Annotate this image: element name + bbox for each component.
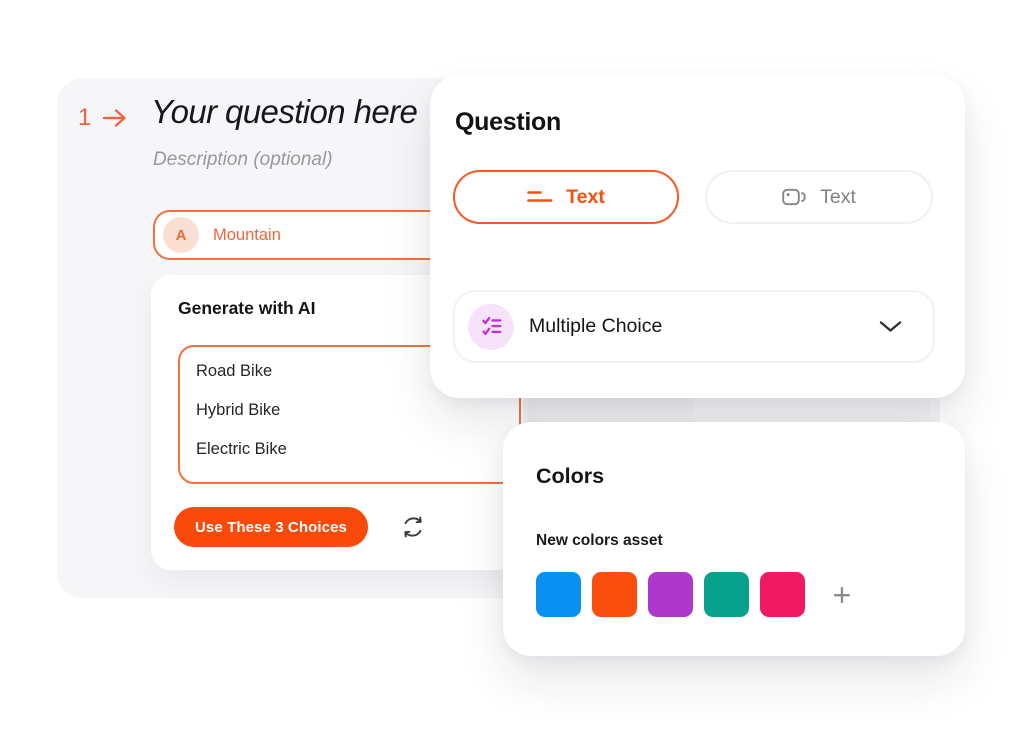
tab-video-answer[interactable]: Text <box>705 170 933 224</box>
ai-choice-item: Hybrid Bike <box>196 401 281 419</box>
colors-panel-title: Colors <box>536 464 605 488</box>
canvas-placeholder-block <box>693 396 930 423</box>
question-title-input[interactable]: Your question here <box>151 93 418 130</box>
regenerate-icon[interactable] <box>398 512 428 542</box>
question-settings-card: Question Text <box>430 75 965 398</box>
tab-label: Text <box>820 185 856 208</box>
question-number: 1 <box>78 104 92 131</box>
use-choices-button[interactable]: Use These 3 Choices <box>174 507 368 547</box>
ai-card-title: Generate with AI <box>178 298 316 318</box>
canvas-placeholder-block <box>528 396 693 423</box>
tab-label: Text <box>566 185 605 208</box>
tab-text-answer[interactable]: Text <box>453 170 679 224</box>
colors-asset-label: New colors asset <box>536 532 663 549</box>
arrow-right-icon <box>101 107 129 129</box>
ai-choice-item: Road Bike <box>196 362 273 380</box>
multiple-choice-badge <box>468 303 514 350</box>
color-swatch-purple[interactable] <box>648 572 693 617</box>
color-swatch-pink[interactable] <box>760 572 805 617</box>
color-swatch-teal[interactable] <box>704 572 749 617</box>
question-number-row: 1 <box>78 104 129 132</box>
colors-card: Colors New colors asset + <box>503 422 965 656</box>
question-panel-title: Question <box>455 108 561 136</box>
ai-choice-item: Electric Bike <box>196 440 287 458</box>
ai-choices-box: Road Bike Hybrid Bike Electric Bike <box>178 345 521 484</box>
video-camera-icon <box>782 187 807 207</box>
option-key-avatar: A <box>163 217 199 253</box>
checklist-icon <box>481 316 501 336</box>
color-swatch-orange[interactable] <box>592 572 637 617</box>
question-description-input[interactable]: Description (optional) <box>153 149 333 170</box>
color-swatch-row: + <box>536 572 857 617</box>
short-text-icon <box>527 190 553 204</box>
add-color-icon[interactable]: + <box>832 576 852 613</box>
question-type-value: Multiple Choice <box>529 315 663 337</box>
color-swatch-blue[interactable] <box>536 572 581 617</box>
chevron-down-icon <box>879 320 902 333</box>
answer-mode-tabs: Text Text <box>453 170 933 224</box>
option-label: Mountain <box>213 225 281 244</box>
question-type-dropdown[interactable]: Multiple Choice <box>453 290 935 363</box>
